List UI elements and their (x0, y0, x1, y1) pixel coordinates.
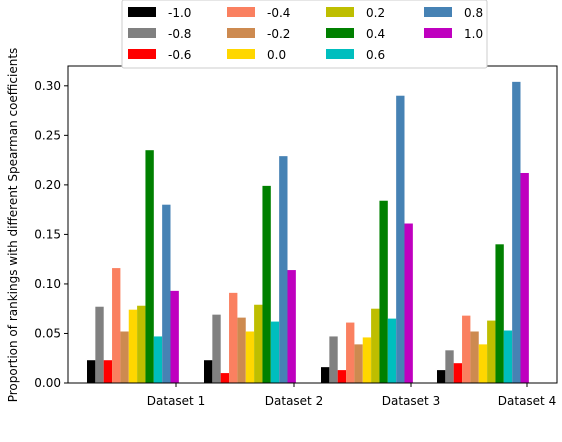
bar-dataset-4-series-6 (487, 320, 496, 383)
bar-dataset-4-series-9 (512, 81, 521, 383)
bar-dataset-2-series-9 (279, 156, 288, 383)
legend-label: 0.2 (366, 6, 385, 20)
legend-swatch (227, 28, 255, 38)
legend-swatch (326, 7, 354, 17)
legend-box (121, 0, 488, 69)
legend-swatch (227, 7, 255, 17)
legend: -1.0 -0.8 -0.6 -0.4 -0.2 0.0 0.2 0.4 0.6 0.8 1.0 (121, 0, 488, 69)
bar-dataset-3-series-6 (371, 308, 380, 383)
bar-dataset-3-series-1 (329, 336, 338, 383)
bar-dataset-1-series-5 (128, 309, 138, 383)
bar-dataset-3-series-9 (396, 95, 405, 383)
legend-swatch (326, 28, 354, 38)
bar-dataset-3-series-2 (337, 370, 347, 383)
bar-dataset-1-series-7 (145, 150, 154, 383)
legend-label: 0.6 (366, 48, 385, 62)
legend-label: -1.0 (168, 6, 191, 20)
bar-dataset-3-series-4 (354, 344, 363, 383)
bar-dataset-4-series-10 (520, 172, 529, 383)
legend-swatch (424, 7, 452, 17)
y-tick-label: 0.25 (34, 128, 61, 142)
bar-dataset-4-series-2 (453, 363, 463, 383)
legend-label: 1.0 (464, 27, 483, 41)
bar-dataset-2-series-0 (204, 360, 213, 383)
y-tick-label: 0.15 (34, 227, 61, 241)
legend-label: -0.2 (267, 27, 290, 41)
bar-dataset-2-series-4 (237, 317, 246, 383)
legend-label: 0.8 (464, 6, 483, 20)
bar-dataset-1-series-8 (153, 336, 163, 383)
x-tick-label: Dataset 3 (382, 394, 440, 408)
legend-label: -0.6 (168, 48, 191, 62)
legend-swatch (326, 49, 354, 59)
bar-dataset-2-series-1 (212, 314, 221, 383)
bar-dataset-3-series-5 (362, 337, 372, 383)
bar-dataset-4-series-4 (470, 331, 479, 383)
y-tick-label: 0.30 (34, 79, 61, 93)
bar-dataset-3-series-8 (387, 318, 397, 383)
legend-label: -0.4 (267, 6, 290, 20)
bar-dataset-3-series-0 (321, 367, 330, 383)
bar-dataset-2-series-7 (262, 185, 271, 383)
x-tick-label: Dataset 4 (498, 394, 556, 408)
bar-dataset-4-series-8 (503, 330, 513, 383)
y-tick-label: 0.05 (34, 326, 61, 340)
x-tick-label: Dataset 1 (147, 394, 205, 408)
bar-dataset-4-series-3 (462, 315, 471, 383)
legend-swatch (128, 28, 156, 38)
bar-dataset-3-series-10 (404, 223, 413, 383)
x-tick-label: Dataset 2 (265, 394, 323, 408)
bar-dataset-1-series-2 (103, 360, 113, 383)
bar-dataset-2-series-10 (287, 270, 296, 383)
bar-dataset-4-series-5 (478, 344, 488, 383)
legend-label: 0.0 (267, 48, 286, 62)
bar-dataset-2-series-6 (254, 304, 263, 383)
y-tick-label: 0.00 (34, 376, 61, 390)
legend-label: 0.4 (366, 27, 385, 41)
y-tick-label: 0.20 (34, 178, 61, 192)
legend-swatch (128, 7, 156, 17)
bar-dataset-1-series-1 (95, 306, 104, 383)
bar-dataset-1-series-10 (170, 290, 179, 383)
y-tick-label: 0.10 (34, 277, 61, 291)
bar-dataset-1-series-9 (162, 204, 171, 383)
bar-dataset-2-series-3 (229, 292, 238, 383)
bar-dataset-2-series-5 (245, 331, 255, 383)
legend-label: -0.8 (168, 27, 191, 41)
bar-dataset-2-series-8 (270, 321, 280, 383)
plot-area: 0.00 0.05 0.10 0.15 0.20 0.25 0.30 Dataset 1 Dat… (34, 65, 558, 408)
bar-dataset-4-series-1 (445, 350, 454, 383)
bar-dataset-3-series-7 (379, 200, 388, 383)
bar-dataset-1-series-6 (137, 305, 146, 383)
legend-swatch (128, 49, 156, 59)
bar-dataset-1-series-0 (87, 360, 96, 383)
legend-swatch (227, 49, 255, 59)
bar-dataset-2-series-2 (220, 373, 230, 383)
bar-dataset-1-series-4 (120, 331, 129, 383)
y-axis-label: Proportion of rankings with different Sp… (6, 48, 20, 403)
bar-dataset-1-series-3 (112, 268, 121, 383)
bar-dataset-4-series-0 (437, 370, 446, 383)
bar-dataset-4-series-7 (495, 244, 504, 383)
legend-swatch (424, 28, 452, 38)
bar-dataset-3-series-3 (346, 322, 355, 383)
